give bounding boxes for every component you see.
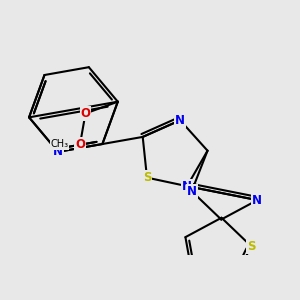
Text: N: N [182, 180, 192, 193]
Text: S: S [143, 171, 151, 184]
Text: S: S [247, 240, 255, 253]
Text: N: N [175, 114, 185, 127]
Text: O: O [80, 107, 91, 120]
Text: O: O [75, 138, 85, 151]
Text: N: N [187, 185, 197, 198]
Text: CH₃: CH₃ [50, 139, 68, 149]
Text: N: N [53, 145, 63, 158]
Text: N: N [252, 194, 262, 207]
